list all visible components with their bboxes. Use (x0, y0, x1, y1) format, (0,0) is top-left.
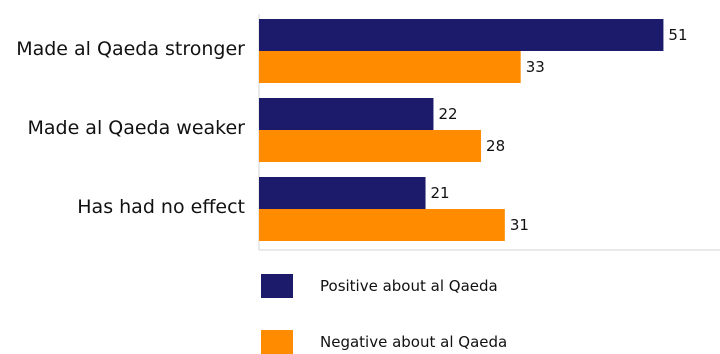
value-label: 31 (510, 216, 529, 234)
value-label: 22 (438, 105, 457, 123)
legend-label: Negative about al Qaeda (320, 333, 507, 351)
bar-negative (259, 130, 482, 162)
bar-negative (259, 51, 521, 83)
plot-area: Made al Qaeda stronger 51 33 Made al Qaeda … (16, 14, 720, 251)
value-label: 28 (486, 137, 505, 155)
legend-swatch-positive (261, 274, 293, 298)
bar-positive (259, 98, 434, 130)
bar-negative (259, 209, 505, 241)
category-label: Has had no effect (77, 196, 245, 218)
bar-positive (259, 177, 426, 209)
category-label: Made al Qaeda stronger (16, 38, 245, 60)
legend-swatch-negative (261, 330, 293, 354)
legend: Positive about al Qaeda Negative about al… (261, 274, 507, 354)
legend-label: Positive about al Qaeda (320, 277, 498, 295)
bar-positive (259, 19, 664, 51)
value-label: 51 (668, 26, 687, 44)
value-label: 33 (526, 58, 545, 76)
value-label: 21 (431, 184, 450, 202)
category-label: Made al Qaeda weaker (27, 117, 245, 139)
